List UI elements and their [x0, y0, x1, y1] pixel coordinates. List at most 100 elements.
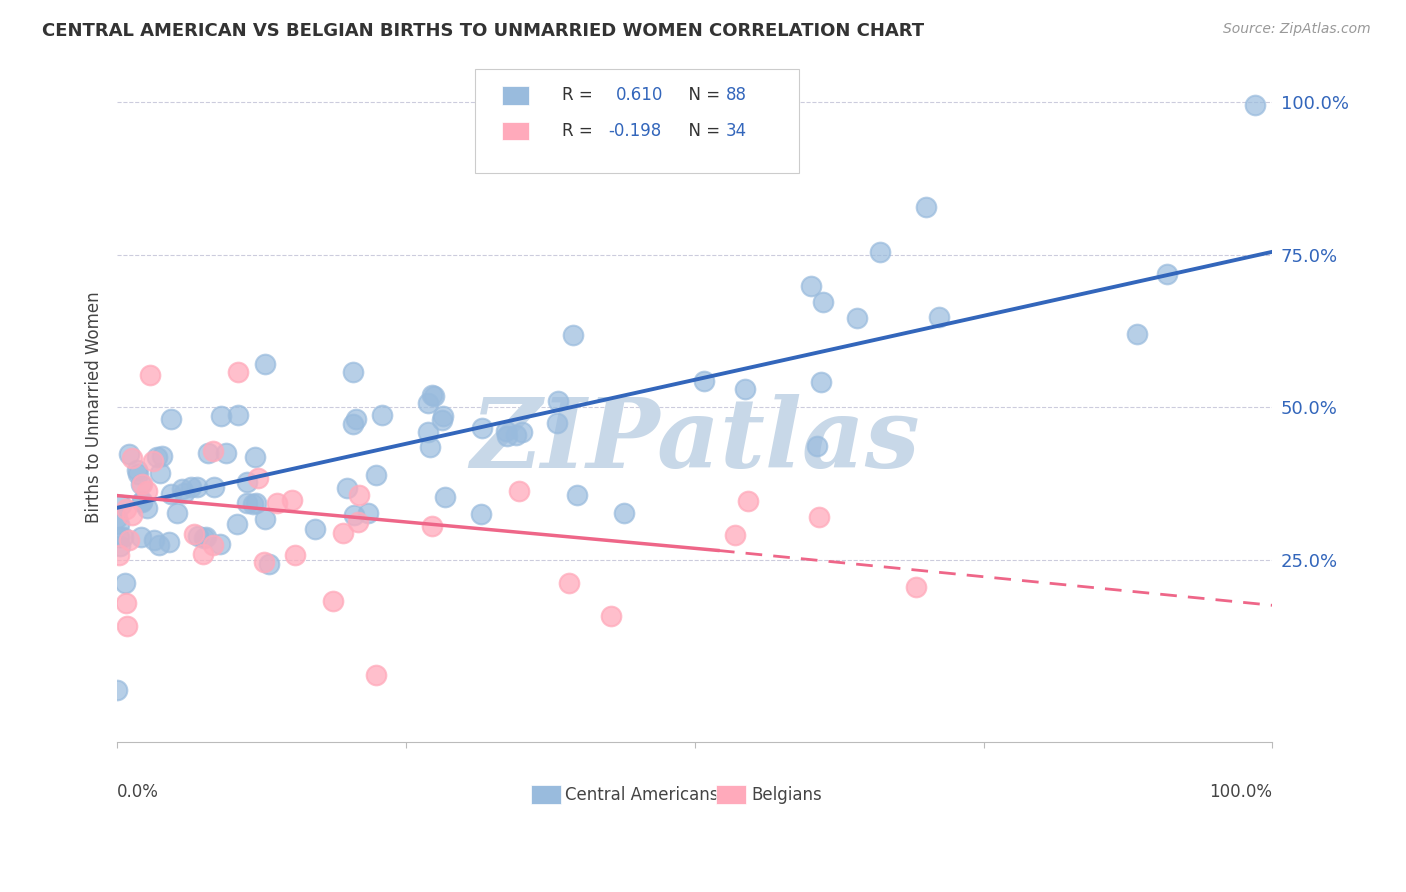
Point [183, 526, 205, 541]
Text: Source: ZipAtlas.com: Source: ZipAtlas.com [1223, 22, 1371, 37]
Point [496, 429, 519, 443]
Point [243, 450, 266, 464]
Point [114, 576, 136, 591]
Point [266, 496, 288, 510]
Text: 100.0%: 100.0% [1209, 782, 1272, 801]
Point [193, 531, 215, 545]
Point [692, 374, 714, 388]
Point [419, 440, 441, 454]
Text: R =: R = [562, 87, 598, 104]
Point [108, 530, 131, 544]
Point [420, 388, 443, 402]
Point [416, 425, 439, 440]
Text: 0.610: 0.610 [616, 87, 664, 104]
Point [567, 488, 589, 502]
Point [142, 454, 165, 468]
Point [107, 683, 129, 698]
Point [370, 408, 392, 422]
Text: -0.198: -0.198 [609, 122, 661, 140]
Point [420, 519, 443, 533]
Point [172, 482, 194, 496]
Point [159, 487, 181, 501]
Point [211, 409, 233, 423]
Text: Central Americans: Central Americans [565, 786, 718, 804]
Point [108, 548, 131, 562]
Point [160, 411, 183, 425]
Point [357, 506, 380, 520]
Point [146, 450, 169, 465]
Point [734, 382, 756, 396]
Point [1244, 98, 1267, 112]
Point [342, 417, 364, 431]
Point [546, 416, 568, 430]
Point [422, 389, 444, 403]
Point [600, 609, 623, 624]
Point [869, 245, 891, 260]
Point [115, 501, 138, 516]
Text: 88: 88 [725, 87, 747, 104]
Point [187, 529, 209, 543]
Point [432, 409, 454, 423]
Point [366, 668, 388, 682]
Point [470, 507, 492, 521]
Point [226, 366, 249, 380]
Point [508, 484, 530, 499]
Text: 34: 34 [725, 122, 747, 140]
Point [131, 494, 153, 508]
Point [547, 393, 569, 408]
Point [510, 425, 533, 439]
Point [432, 412, 454, 426]
Point [811, 295, 834, 310]
Point [201, 537, 224, 551]
FancyBboxPatch shape [502, 121, 529, 140]
Point [304, 522, 326, 536]
Point [343, 508, 366, 523]
Text: 0.0%: 0.0% [117, 782, 159, 801]
Point [1156, 267, 1178, 281]
Point [434, 490, 457, 504]
Point [193, 547, 215, 561]
Point [257, 558, 280, 572]
FancyBboxPatch shape [716, 785, 745, 804]
Text: Belgians: Belgians [751, 786, 823, 804]
Point [562, 327, 585, 342]
Point [110, 539, 132, 553]
Point [107, 516, 129, 531]
Point [114, 596, 136, 610]
Text: CENTRAL AMERICAN VS BELGIAN BIRTHS TO UNMARRIED WOMEN CORRELATION CHART: CENTRAL AMERICAN VS BELGIAN BIRTHS TO UN… [42, 22, 924, 40]
Point [613, 506, 636, 520]
Text: ZIPatlas: ZIPatlas [470, 393, 920, 488]
Point [246, 471, 269, 485]
Text: N =: N = [678, 122, 725, 140]
Point [416, 395, 439, 409]
FancyBboxPatch shape [502, 87, 529, 104]
Point [197, 446, 219, 460]
Point [180, 480, 202, 494]
FancyBboxPatch shape [475, 69, 799, 172]
Y-axis label: Births to Unmarried Women: Births to Unmarried Women [86, 292, 103, 523]
Point [284, 548, 307, 562]
Point [349, 488, 371, 502]
Point [1126, 326, 1149, 341]
Point [723, 528, 745, 542]
Point [118, 447, 141, 461]
Point [112, 529, 135, 543]
Point [336, 481, 359, 495]
Point [914, 200, 936, 214]
Point [105, 511, 128, 525]
Point [142, 533, 165, 547]
Point [186, 480, 208, 494]
Point [846, 310, 869, 325]
Point [236, 496, 259, 510]
Point [127, 467, 149, 482]
Point [253, 555, 276, 569]
Text: R =: R = [562, 122, 598, 140]
Point [558, 576, 581, 591]
Point [129, 477, 152, 491]
Point [208, 537, 231, 551]
Point [737, 494, 759, 508]
Point [118, 533, 141, 547]
Point [202, 444, 225, 458]
Point [139, 368, 162, 382]
Text: N =: N = [678, 87, 725, 104]
